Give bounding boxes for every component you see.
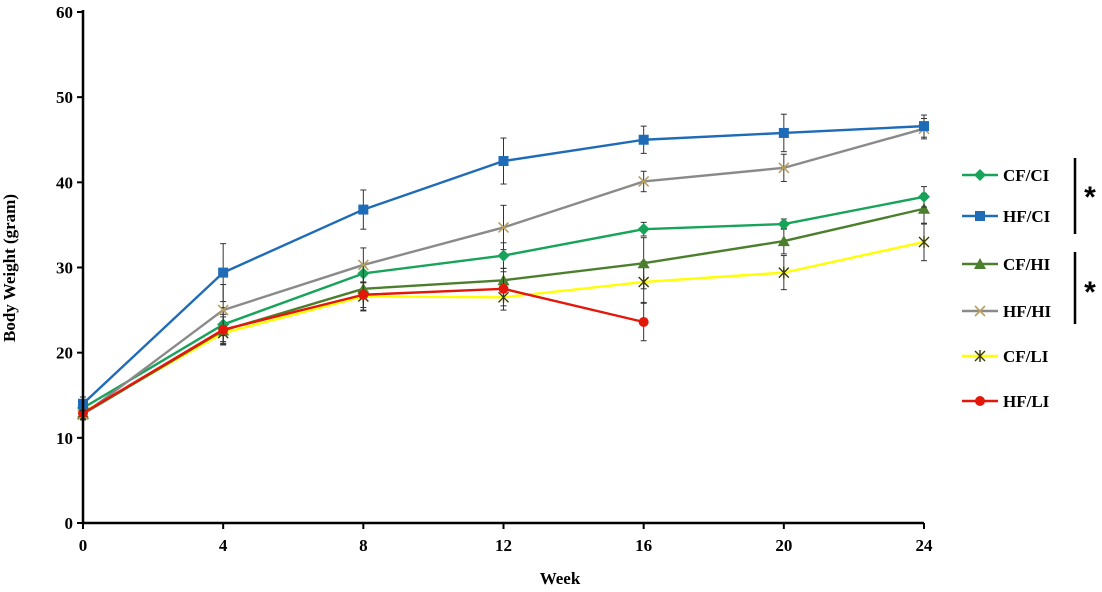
- data-point: [777, 235, 790, 247]
- legend-label: CF/CI: [1003, 166, 1050, 185]
- legend-label: HF/LI: [1003, 392, 1050, 411]
- data-point: [358, 204, 369, 215]
- y-tick-label: 20: [56, 344, 73, 363]
- y-axis-ticks: 0 10 20 30 40 50 60: [56, 3, 83, 533]
- x-axis-ticks: 0 4 8 12 16 20 24: [79, 523, 933, 555]
- significance-star-2: *: [1084, 276, 1096, 309]
- y-tick-label: 30: [56, 259, 73, 278]
- data-point: [218, 324, 229, 335]
- data-point: [637, 257, 650, 269]
- legend-item-hf-li: HF/LI: [962, 392, 1050, 411]
- data-point: [498, 156, 509, 167]
- x-tick-label: 8: [359, 536, 368, 555]
- data-point: [778, 162, 790, 174]
- x-tick-label: 4: [219, 536, 228, 555]
- data-point: [638, 134, 649, 145]
- data-point: [777, 218, 790, 231]
- data-point: [778, 127, 789, 138]
- series-hf-ci: [78, 113, 929, 412]
- legend-marker: [974, 305, 986, 317]
- legend-label: HF/CI: [1003, 207, 1051, 226]
- data-point: [637, 223, 650, 236]
- series-hf-hi: [77, 117, 930, 421]
- legend-marker: [975, 211, 985, 221]
- y-tick-label: 40: [56, 173, 73, 192]
- x-axis-title: Week: [540, 569, 581, 588]
- legend-item-hf-hi: HF/HI: [962, 302, 1052, 321]
- legend: CF/CI HF/CI CF/HI HF/HI CF/LI HF/LI: [962, 166, 1052, 411]
- legend-item-cf-hi: CF/HI: [962, 255, 1051, 274]
- legend-marker: [974, 258, 986, 269]
- legend-item-cf-ci: CF/CI: [962, 166, 1050, 185]
- data-point: [918, 190, 930, 203]
- legend-marker: [974, 169, 986, 181]
- plot-area: [77, 113, 930, 421]
- y-tick-label: 50: [56, 88, 73, 107]
- legend-marker: [974, 350, 986, 362]
- legend-marker: [975, 396, 985, 406]
- data-point: [918, 235, 930, 248]
- data-point: [497, 221, 510, 234]
- x-tick-label: 12: [495, 536, 512, 555]
- y-tick-label: 0: [65, 514, 74, 533]
- x-tick-label: 20: [775, 536, 792, 555]
- data-point: [497, 249, 510, 262]
- y-tick-label: 60: [56, 3, 73, 22]
- data-point: [778, 266, 790, 279]
- significance-star-1: *: [1084, 181, 1096, 214]
- y-tick-label: 10: [56, 429, 73, 448]
- data-point: [638, 175, 650, 188]
- data-point: [638, 317, 649, 328]
- y-axis-title: Body Weight (gram): [0, 194, 19, 342]
- legend-label: CF/HI: [1003, 255, 1051, 274]
- data-point: [358, 289, 369, 300]
- data-point: [357, 259, 369, 271]
- data-point: [918, 202, 930, 214]
- legend-label: HF/HI: [1003, 302, 1052, 321]
- data-point: [498, 283, 509, 294]
- x-tick-label: 0: [79, 536, 88, 555]
- data-point: [217, 304, 229, 316]
- x-tick-label: 24: [916, 536, 934, 555]
- x-tick-label: 16: [635, 536, 652, 555]
- data-point: [218, 267, 229, 278]
- series-hf-li: [78, 271, 649, 420]
- data-point: [919, 121, 929, 132]
- legend-item-cf-li: CF/LI: [962, 347, 1049, 366]
- legend-label: CF/LI: [1003, 347, 1049, 366]
- legend-item-hf-ci: HF/CI: [962, 207, 1051, 226]
